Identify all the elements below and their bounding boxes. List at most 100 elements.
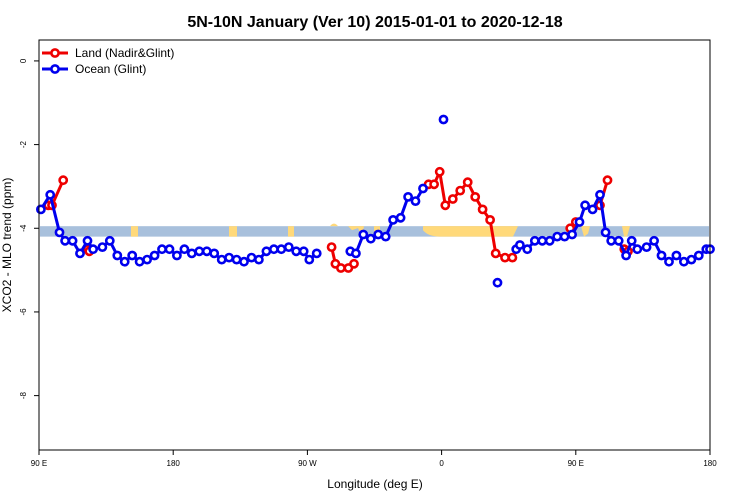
data-point bbox=[395, 212, 406, 223]
data-point bbox=[403, 191, 413, 202]
data-point bbox=[209, 248, 220, 259]
y-axis-label: XCO2 - MLO trend (ppm) bbox=[0, 178, 14, 313]
data-point bbox=[350, 248, 361, 259]
data-point bbox=[179, 244, 190, 255]
data-point bbox=[157, 244, 167, 255]
data-point bbox=[304, 254, 315, 265]
data-point bbox=[595, 189, 605, 200]
plot-frame bbox=[38, 39, 711, 451]
data-point bbox=[649, 235, 659, 246]
data-point bbox=[186, 248, 197, 259]
data-point bbox=[60, 235, 70, 246]
data-point bbox=[239, 256, 249, 267]
data-point bbox=[88, 244, 98, 255]
data-point bbox=[522, 244, 533, 255]
data-point bbox=[485, 214, 495, 225]
data-point bbox=[149, 250, 160, 261]
data-point bbox=[693, 250, 704, 261]
data-point bbox=[606, 235, 617, 246]
land-patch bbox=[348, 226, 364, 237]
data-point bbox=[600, 227, 611, 238]
data-point bbox=[36, 204, 46, 215]
data-point bbox=[283, 242, 294, 252]
x-tick-label: 0 bbox=[439, 459, 444, 468]
data-point bbox=[438, 114, 449, 125]
data-point bbox=[470, 191, 481, 202]
data-point bbox=[127, 250, 138, 261]
data-point bbox=[134, 256, 145, 267]
y-axis: 0 -2 -4 -6 -8 bbox=[19, 58, 39, 399]
data-point bbox=[97, 242, 108, 252]
data-point bbox=[679, 256, 689, 267]
data-point bbox=[45, 189, 56, 200]
data-point bbox=[686, 254, 697, 265]
data-point bbox=[171, 250, 182, 261]
data-point bbox=[326, 242, 337, 252]
data-point bbox=[82, 235, 93, 246]
data-point bbox=[246, 252, 257, 263]
data-point bbox=[142, 254, 152, 265]
data-point bbox=[373, 229, 384, 240]
series-ocean bbox=[36, 114, 715, 288]
data-point bbox=[388, 214, 398, 225]
data-point bbox=[462, 177, 473, 188]
land-patch bbox=[581, 226, 590, 237]
data-point bbox=[507, 252, 518, 263]
legend-item: Ocean (Glint) bbox=[42, 62, 146, 76]
data-point bbox=[587, 204, 598, 215]
y-tick-label: -8 bbox=[19, 392, 28, 400]
data-point bbox=[75, 248, 85, 259]
data-point bbox=[349, 258, 359, 269]
data-point bbox=[490, 248, 501, 259]
series-group bbox=[36, 114, 715, 288]
data-point bbox=[434, 166, 445, 177]
land-patch bbox=[423, 226, 518, 237]
data-point bbox=[253, 254, 264, 265]
y-tick-label: 0 bbox=[19, 58, 28, 63]
data-point bbox=[194, 246, 205, 257]
data-point bbox=[67, 235, 78, 246]
land-patch bbox=[229, 226, 237, 237]
data-point bbox=[515, 240, 525, 250]
data-point bbox=[626, 235, 637, 246]
data-point bbox=[261, 246, 272, 257]
chart-title: 5N-10N January (Ver 10) 2015-01-01 to 20… bbox=[187, 14, 562, 31]
legend-label: Land (Nadir&Glint) bbox=[75, 46, 174, 60]
data-point bbox=[276, 244, 287, 255]
data-point bbox=[559, 231, 570, 242]
data-point bbox=[164, 244, 175, 255]
data-point bbox=[477, 204, 488, 215]
data-point bbox=[291, 246, 302, 257]
legend-marker bbox=[50, 64, 60, 74]
data-point bbox=[656, 250, 667, 261]
data-point bbox=[544, 235, 555, 246]
data-point bbox=[358, 229, 369, 240]
data-point bbox=[455, 185, 466, 196]
data-point bbox=[567, 229, 577, 240]
legend-marker bbox=[50, 48, 60, 58]
data-point bbox=[671, 250, 682, 261]
data-point bbox=[410, 196, 421, 206]
x-axis-label: Longitude (deg E) bbox=[327, 477, 422, 491]
legend: Land (Nadir&Glint) Ocean (Glint) bbox=[42, 46, 174, 76]
data-point bbox=[613, 235, 624, 246]
data-point bbox=[54, 227, 65, 238]
data-point bbox=[104, 235, 115, 246]
legend-label: Ocean (Glint) bbox=[75, 62, 146, 76]
x-tick-label: 90 E bbox=[568, 459, 584, 468]
data-point bbox=[580, 200, 590, 211]
y-tick-label: -2 bbox=[19, 140, 28, 148]
data-point bbox=[112, 250, 123, 261]
y-tick-label: -4 bbox=[19, 224, 28, 232]
data-point bbox=[216, 254, 227, 265]
data-point bbox=[621, 250, 631, 261]
legend-item: Land (Nadir&Glint) bbox=[42, 46, 174, 60]
x-tick-label: 90 E bbox=[31, 459, 47, 468]
land-patch bbox=[131, 226, 138, 237]
x-tick-label: 180 bbox=[703, 459, 717, 468]
land-patch bbox=[330, 223, 338, 227]
data-point bbox=[632, 244, 643, 255]
x-axis: 90 E 180 90 W 0 90 E 180 bbox=[31, 450, 717, 468]
x-tick-label: 180 bbox=[167, 459, 181, 468]
